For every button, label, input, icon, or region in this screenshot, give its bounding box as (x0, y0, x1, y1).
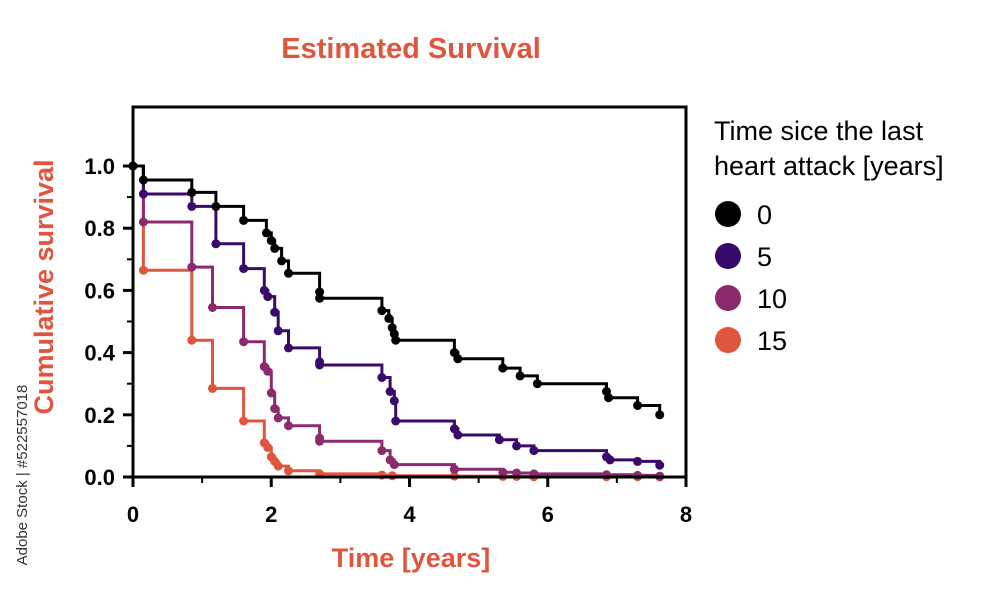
data-point-15-3 (208, 383, 217, 393)
chart-title: Estimated Survival (281, 33, 541, 65)
data-point-10-13 (377, 446, 387, 456)
data-point-0-12 (377, 306, 387, 316)
data-point-15-9 (273, 461, 283, 471)
data-point-5-19 (512, 441, 522, 451)
data-point-10-6 (263, 366, 273, 376)
data-point-10-15 (389, 460, 399, 470)
data-point-5-9 (284, 343, 293, 353)
data-point-10-2 (187, 262, 197, 272)
data-point-10-12 (315, 436, 325, 446)
data-point-10-10 (284, 421, 293, 431)
data-point-10-8 (270, 404, 280, 414)
legend-marker-0 (715, 201, 741, 227)
data-point-0-6 (266, 236, 276, 246)
data-point-5-20 (529, 446, 539, 456)
data-point-0-7 (270, 243, 280, 253)
data-point-5-4 (239, 264, 249, 274)
data-point-0-2 (187, 187, 197, 197)
legend-label-0: 0 (757, 200, 772, 230)
y-tick-label-0.4: 0.4 (84, 341, 115, 366)
axis-ticks: 0 2 4 6 8 0.0 0.2 0.4 0.6 0.8 1.0 (84, 154, 692, 527)
data-point-10-1 (138, 217, 148, 227)
data-point-15-4 (239, 416, 249, 426)
data-point-0-13 (384, 313, 394, 323)
data-point-10-4 (239, 337, 249, 347)
data-point-10-18 (512, 468, 522, 478)
data-point-5-18 (494, 435, 504, 445)
legend-marker-15 (715, 327, 741, 353)
watermark-side-text: Adobe Stock | #522557018 (14, 385, 31, 566)
data-point-5-23 (633, 456, 643, 466)
y-tick-label-0.6: 0.6 (84, 278, 115, 303)
data-point-0-5 (261, 228, 271, 238)
data-point-0-20 (515, 371, 525, 381)
data-point-0-10 (315, 287, 325, 297)
data-point-10-17 (498, 467, 508, 477)
data-point-5-2 (187, 201, 197, 211)
y-tick-label-0.0: 0.0 (84, 465, 115, 490)
data-point-0-21 (532, 379, 542, 389)
data-point-0-9 (284, 268, 293, 278)
legend-marker-10 (715, 285, 741, 311)
data-point-15-2 (187, 335, 197, 345)
data-point-0-24 (633, 401, 643, 410)
data-point-0-23 (604, 393, 614, 403)
data-point-5-22 (605, 455, 615, 465)
data-point-5-7 (270, 307, 280, 317)
x-axis-label: Time [years] (332, 543, 491, 573)
data-point-0-11 (315, 293, 325, 303)
data-point-5-11 (315, 360, 325, 370)
data-point-10-16 (449, 464, 459, 474)
legend-title-line-2: heart attack [years] (714, 151, 944, 181)
y-tick-label-1.0: 1.0 (84, 154, 115, 179)
legend: Time sice the last heart attack [years] … (714, 116, 944, 356)
data-point-5-13 (385, 387, 395, 396)
x-tick-label-4: 4 (403, 502, 416, 527)
data-point-0-25 (655, 410, 665, 420)
data-point-10-9 (273, 413, 283, 423)
x-tick-label-0: 0 (127, 502, 139, 527)
data-point-15-6 (263, 443, 273, 452)
x-tick-label-8: 8 (680, 502, 692, 527)
data-point-10-21 (633, 470, 643, 480)
data-point-10-3 (208, 303, 217, 312)
x-tick-label-2: 2 (265, 502, 277, 527)
data-point-5-8 (273, 326, 283, 336)
x-tick-label-6: 6 (542, 502, 554, 527)
data-point-5-6 (263, 292, 273, 302)
data-point-5-15 (391, 416, 401, 426)
data-point-5-17 (453, 430, 463, 440)
data-point-0-1 (138, 175, 148, 185)
data-point-0-4 (239, 215, 249, 225)
y-tick-label-0.8: 0.8 (84, 216, 115, 241)
data-point-5-24 (655, 460, 665, 470)
data-point-15-10 (284, 466, 293, 476)
legend-marker-5 (715, 243, 741, 269)
y-tick-label-0.2: 0.2 (84, 403, 115, 428)
data-point-15-1 (138, 265, 148, 275)
data-point-5-14 (389, 396, 399, 406)
legend-label-15: 15 (757, 326, 787, 356)
data-point-5-12 (377, 373, 387, 382)
data-point-5-3 (211, 239, 221, 249)
data-point-10-7 (266, 388, 276, 398)
y-axis-label: Cumulative survival (29, 159, 59, 414)
legend-entries: 0 5 10 15 (715, 200, 787, 356)
legend-title-line-1: Time sice the last (714, 116, 924, 146)
data-point-5-1 (138, 189, 148, 199)
legend-label-5: 5 (757, 242, 772, 272)
data-point-0-18 (453, 354, 463, 364)
data-point-0-8 (277, 256, 287, 266)
data-point-0-3 (211, 201, 221, 211)
data-point-0-19 (498, 363, 508, 373)
legend-label-10: 10 (757, 284, 787, 314)
data-point-0-16 (391, 335, 401, 345)
